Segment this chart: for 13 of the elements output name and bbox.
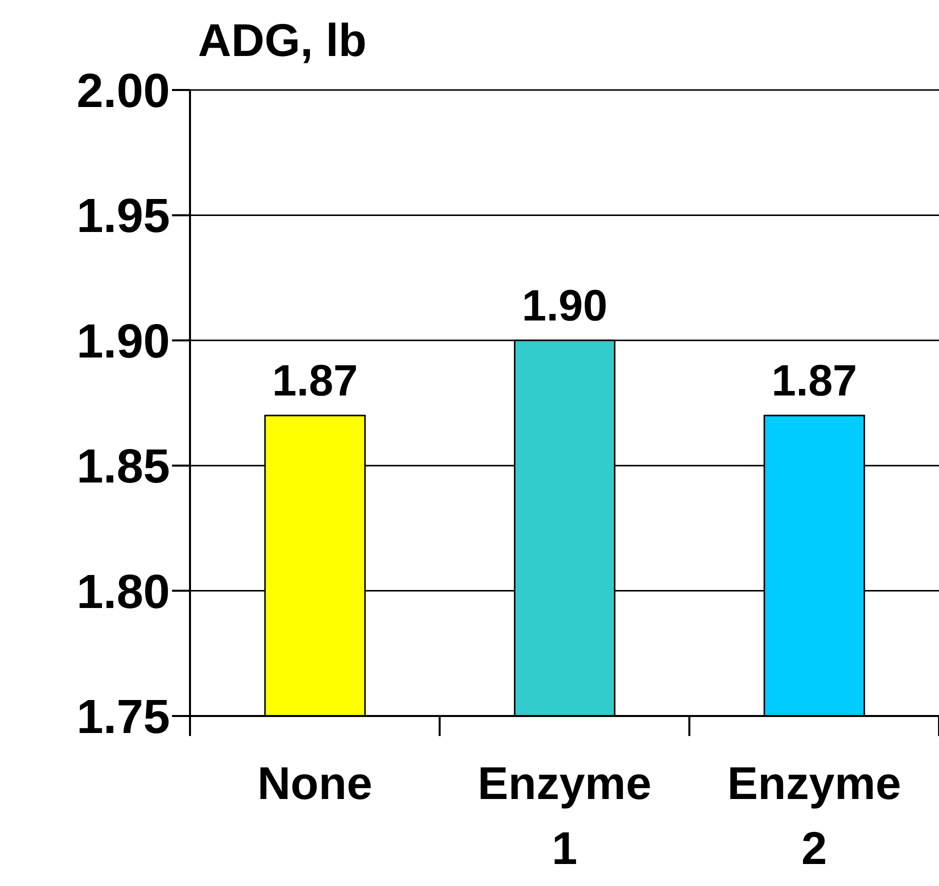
x-tick-label: Enzyme 2 (727, 757, 902, 874)
data-label: 1.87 (272, 356, 358, 406)
y-tick-label: 1.95 (76, 190, 170, 244)
data-label: 1.87 (772, 356, 858, 406)
y-tick-label: 1.75 (76, 691, 170, 744)
y-tick-label: 1.90 (76, 315, 170, 368)
x-tick-label: None (257, 757, 372, 809)
y-tick-label: 2.00 (76, 65, 170, 118)
chart-title: ADG, lb (198, 13, 367, 68)
x-tick-label: Enzyme 1 (478, 757, 652, 874)
y-tick-label: 1.85 (76, 440, 170, 494)
y-tick-label: 1.80 (76, 566, 170, 619)
data-label: 1.90 (522, 281, 608, 330)
